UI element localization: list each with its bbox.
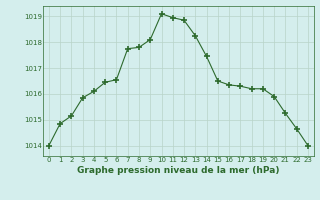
X-axis label: Graphe pression niveau de la mer (hPa): Graphe pression niveau de la mer (hPa)	[77, 166, 280, 175]
